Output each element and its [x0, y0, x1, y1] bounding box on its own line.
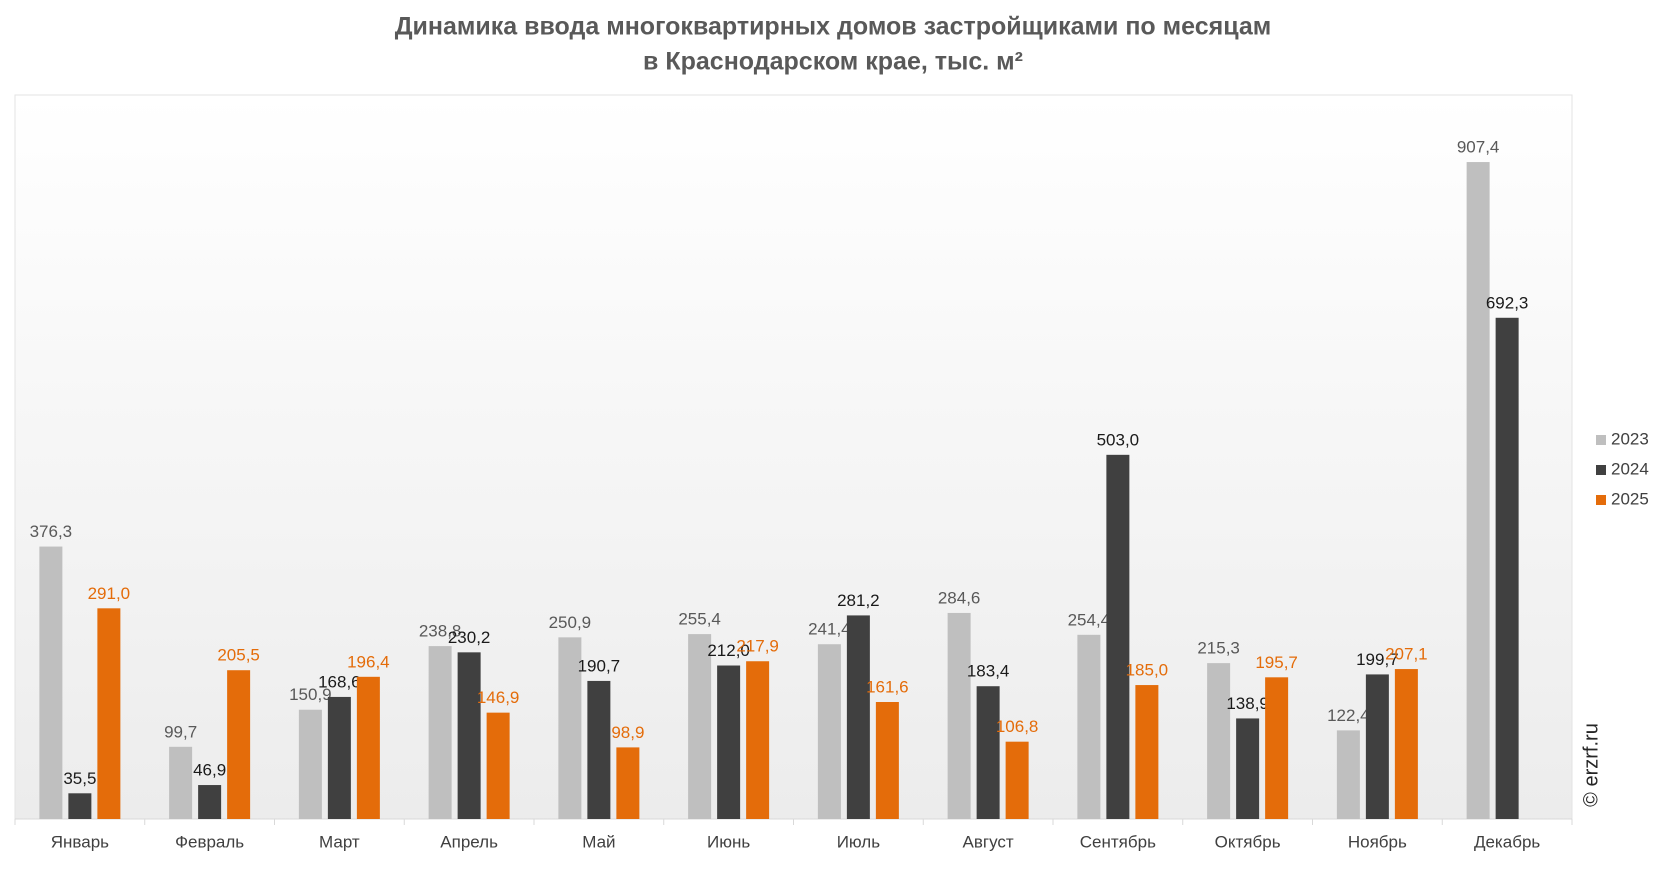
- value-label: 376,3: [30, 522, 73, 541]
- bar: [428, 646, 452, 819]
- bar: [587, 680, 611, 819]
- x-tick-label: Январь: [51, 832, 109, 851]
- value-label: 212,0: [707, 641, 750, 660]
- value-label: 250,9: [549, 613, 592, 632]
- x-tick-label: Октябрь: [1215, 832, 1281, 851]
- bar: [198, 785, 222, 819]
- x-tick-label: Сентябрь: [1080, 832, 1156, 851]
- value-label: 99,7: [164, 722, 197, 741]
- legend-label: 2023: [1611, 429, 1649, 448]
- bar: [327, 696, 351, 819]
- bar: [457, 652, 481, 819]
- value-label: 207,1: [1385, 645, 1428, 664]
- x-tick-label: Март: [319, 832, 360, 851]
- bar: [817, 644, 841, 819]
- value-label: 291,0: [88, 584, 131, 603]
- value-label: 215,3: [1197, 639, 1240, 658]
- x-tick-label: Август: [963, 832, 1014, 851]
- x-tick-label: Май: [582, 832, 615, 851]
- chart-title: в Краснодарском крае, тыс. м²: [643, 48, 1023, 76]
- legend-swatch: [1596, 495, 1606, 505]
- legend-swatch: [1596, 435, 1606, 445]
- bar: [1394, 669, 1418, 819]
- value-label: 106,8: [996, 717, 1039, 736]
- value-label: 255,4: [678, 610, 721, 629]
- value-label: 46,9: [193, 761, 226, 780]
- value-label: 196,4: [347, 652, 390, 671]
- value-label: 183,4: [967, 662, 1010, 681]
- bar: [558, 637, 582, 819]
- value-label: 150,9: [289, 685, 332, 704]
- value-label: 146,9: [477, 688, 520, 707]
- value-label: 138,9: [1226, 694, 1269, 713]
- value-label: 238,8: [419, 622, 462, 641]
- bar: [227, 670, 251, 819]
- x-tick-label: Июнь: [707, 832, 750, 851]
- value-label: 692,3: [1486, 293, 1529, 312]
- x-tick-label: Апрель: [440, 832, 498, 851]
- x-tick-label: Февраль: [175, 832, 244, 851]
- bar: [1077, 634, 1101, 819]
- value-label: 190,7: [578, 656, 621, 675]
- value-label: 168,6: [318, 672, 361, 691]
- bar: [486, 712, 510, 819]
- bar: [1365, 674, 1389, 819]
- bar: [688, 634, 712, 819]
- bar: [875, 702, 899, 819]
- value-label: 185,0: [1126, 661, 1169, 680]
- value-label: 217,9: [736, 637, 779, 656]
- bar: [1005, 741, 1029, 819]
- watermark: © erzrf.ru: [1580, 723, 1602, 807]
- bar: [298, 709, 322, 819]
- bar: [976, 686, 1000, 819]
- bar: [1336, 730, 1360, 819]
- bar: [1135, 685, 1159, 819]
- bar: [68, 793, 92, 819]
- value-label: 122,4: [1327, 706, 1370, 725]
- bar: [947, 612, 971, 819]
- value-label: 907,4: [1457, 138, 1500, 157]
- value-label: 230,2: [448, 628, 491, 647]
- legend-label: 2024: [1611, 459, 1649, 478]
- bar: [717, 665, 741, 819]
- value-label: 503,0: [1097, 430, 1140, 449]
- value-label: 254,4: [1068, 610, 1111, 629]
- x-tick-label: Декабрь: [1474, 832, 1540, 851]
- legend-label: 2025: [1611, 489, 1649, 508]
- value-label: 281,2: [837, 591, 880, 610]
- value-label: 35,5: [63, 769, 96, 788]
- bar: [1495, 317, 1519, 819]
- value-label: 195,7: [1255, 653, 1298, 672]
- bar: [39, 546, 63, 819]
- chart-title: Динамика ввода многоквартирных домов зас…: [395, 13, 1272, 41]
- plot-area: [14, 94, 1573, 820]
- bar: [1265, 677, 1289, 819]
- bar: [846, 615, 870, 819]
- value-label: 241,4: [808, 620, 851, 639]
- value-label: 161,6: [866, 677, 909, 696]
- legend-swatch: [1596, 465, 1606, 475]
- bar: [1207, 663, 1231, 819]
- bar: [169, 746, 193, 819]
- value-label: 98,9: [611, 723, 644, 742]
- x-tick-label: Ноябрь: [1348, 832, 1407, 851]
- bar: [356, 676, 380, 819]
- bar: [616, 747, 640, 819]
- bar: [1106, 454, 1130, 819]
- bar: [746, 661, 770, 819]
- value-label: 199,7: [1356, 650, 1399, 669]
- bar: [97, 608, 121, 819]
- bar: [1236, 718, 1260, 819]
- x-tick-label: Июль: [837, 832, 881, 851]
- value-label: 205,5: [217, 646, 260, 665]
- value-label: 284,6: [938, 588, 981, 607]
- bar: [1466, 162, 1490, 819]
